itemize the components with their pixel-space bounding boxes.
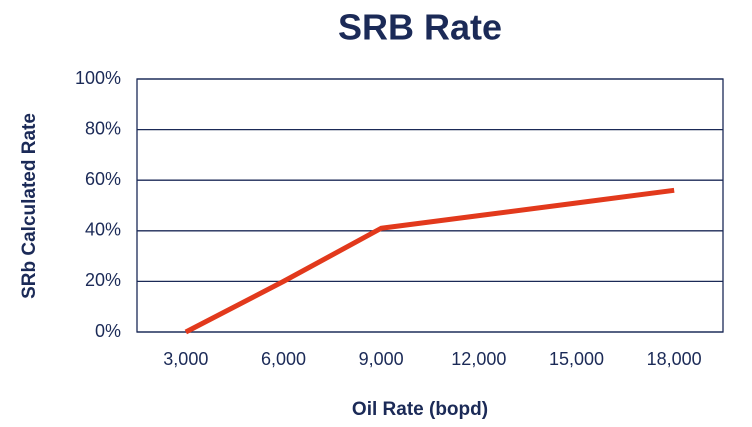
y-tick-label: 100% — [75, 68, 121, 88]
x-tick-label: 18,000 — [647, 349, 702, 369]
plot-frame — [136, 78, 724, 333]
y-tick-label: 20% — [85, 270, 121, 290]
y-tick-label: 60% — [85, 169, 121, 189]
x-tick-label: 12,000 — [451, 349, 506, 369]
chart-title: SRB Rate — [338, 7, 502, 48]
y-tick-label: 0% — [95, 321, 121, 341]
y-tick-label: 40% — [85, 220, 121, 240]
y-axis-label: SRb Calculated Rate — [19, 113, 40, 299]
x-tick-label: 3,000 — [163, 349, 208, 369]
series-line — [184, 187, 675, 335]
x-tick-label: 9,000 — [359, 349, 404, 369]
x-tick-label: 15,000 — [549, 349, 604, 369]
x-axis-label: Oil Rate (bopd) — [352, 399, 488, 420]
x-tick-label: 6,000 — [261, 349, 306, 369]
y-tick-label: 80% — [85, 118, 121, 138]
